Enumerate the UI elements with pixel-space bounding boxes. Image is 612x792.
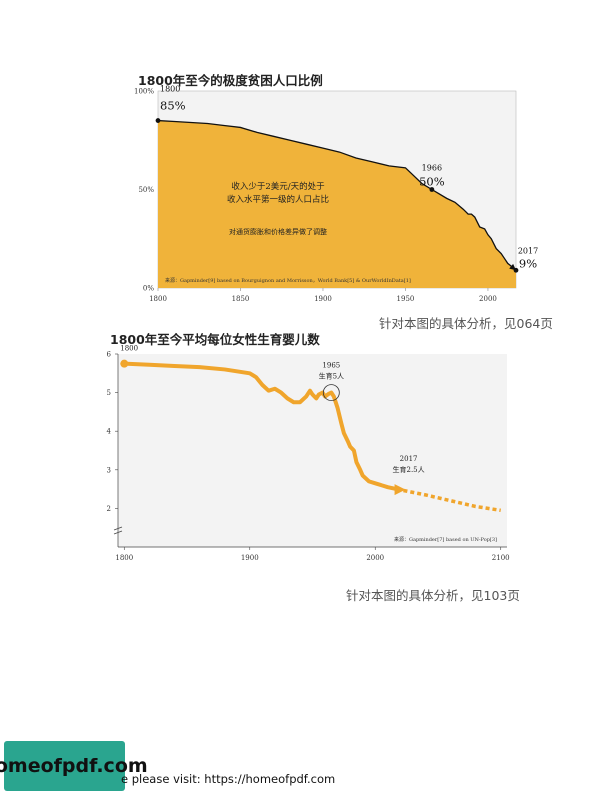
chart1-reference: 针对本图的具体分析，见064页 [379, 316, 553, 331]
y-tick-label-3: 3 [107, 466, 111, 474]
poverty-area-fill [158, 120, 516, 288]
chart2-title: 1800年至今平均每位女性生育婴儿数 [110, 332, 320, 347]
x-tick-label-1850: 1850 [232, 295, 250, 303]
annotation-circle-1965 [322, 384, 340, 401]
fertility-arrow-head [394, 484, 406, 496]
plot-background [118, 354, 507, 547]
y-tick-label-2: 2 [107, 505, 111, 513]
annotation-year-1800: 1800 [160, 85, 180, 94]
footer-link-text[interactable]: e please visit: https://homeofpdf.com [121, 772, 336, 786]
annotation-1800-line1: 1800 [120, 345, 138, 353]
annotation-year-2017: 2017 [518, 246, 538, 255]
center-text-line2: 收入水平第一级的人口占比 [227, 194, 329, 205]
x-tick-label-2000: 2000 [479, 295, 497, 303]
poverty-series-line [157, 119, 517, 271]
chart2-reference: 针对本图的具体分析，见103页 [346, 588, 520, 603]
x-tick-label-2100: 2100 [492, 554, 510, 562]
annotation-1965-line1: 1965 [322, 362, 340, 370]
x-tick-label-1950: 1950 [397, 295, 415, 303]
x-tick-label-1900: 1900 [241, 554, 259, 562]
y-tick-label-6: 6 [107, 351, 112, 359]
fertility-historical-line [122, 361, 399, 492]
annotation-2017-line1: 2017 [400, 455, 418, 463]
annotation-2017-line2: 生育2.5人 [393, 465, 425, 474]
y-tick-label-0: 0% [143, 285, 154, 293]
center-text-line1: 收入少于2美元/天的处于 [231, 181, 325, 192]
x-tick-label-1800: 1800 [115, 554, 133, 562]
x-tick-label-1900: 1900 [314, 295, 332, 303]
y-tick-label-50: 50% [138, 186, 154, 194]
chart1-title: 1800年至今的极度贫困人口比例 [138, 73, 323, 88]
y-tick-label-5: 5 [107, 389, 111, 397]
annotation-value-1966: 50% [419, 175, 445, 189]
y-tick-label-4: 4 [107, 428, 112, 436]
axis-break-mark-2 [113, 530, 123, 535]
x-tick-label-2000: 2000 [366, 554, 384, 562]
chart1-source: 来源：Gapminder[9] based on Bourguignon and… [165, 277, 411, 284]
annotation-dot-1800 [155, 118, 161, 123]
fertility-line-chart: 2 3 4 5 6 1800 1900 2000 2100 1800 1965 生育5人 2017 生育2… [107, 345, 510, 562]
y-tick-label-100: 100% [134, 88, 154, 96]
annotation-1965-line2: 生育5人 [319, 372, 344, 381]
annotation-dot-1966 [429, 187, 435, 192]
annotation-dot-2017 [513, 267, 519, 273]
x-tick-label-1800: 1800 [149, 295, 167, 303]
annotation-year-1966: 1966 [422, 164, 442, 173]
homeofpdf-logo[interactable]: homeofpdf.com [0, 741, 148, 791]
chart2-source: 来源：Gapminder[7] based on UN-Pop[3] [394, 536, 497, 543]
annotation-value-2017: 9% [519, 256, 537, 270]
axis-break-mark-1 [113, 526, 123, 531]
center-text-line3: 对通货膨胀和价格差异做了调整 [229, 227, 327, 236]
poverty-area-chart: 1800 1850 1900 1950 2000 0% 50% 100% 1800 85% 1966… [134, 85, 538, 303]
annotation-value-1800: 85% [160, 99, 186, 113]
fertility-start-dot [120, 359, 129, 368]
